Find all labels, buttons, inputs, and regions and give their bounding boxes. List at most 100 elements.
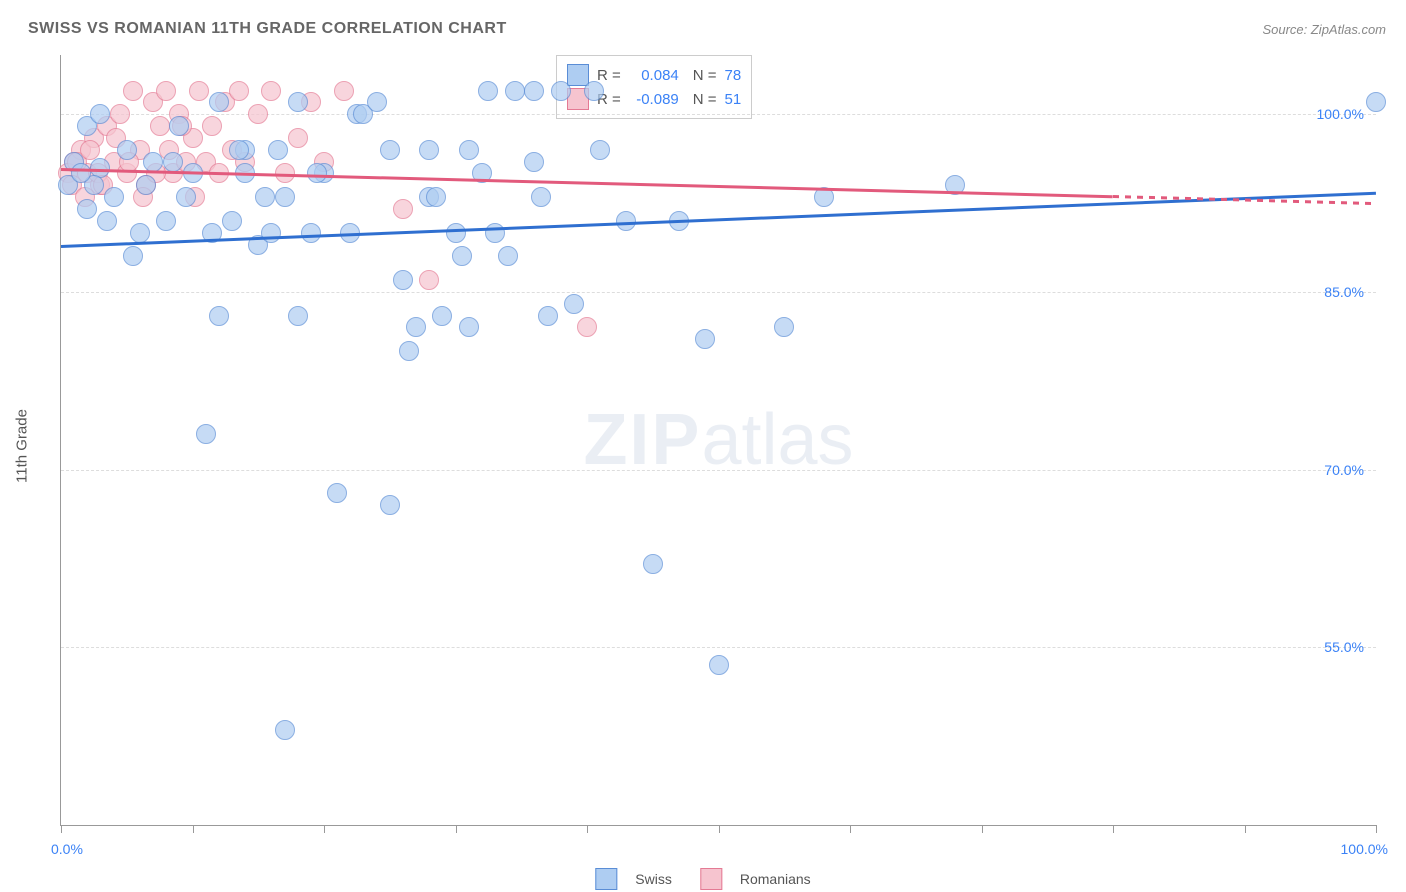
chart-plot-area: ZIPatlas R = 0.084 N = 78 R = -0.089 N =… [60, 55, 1376, 826]
point-swiss [478, 81, 498, 101]
point-romanian [577, 317, 597, 337]
point-swiss [432, 306, 452, 326]
point-swiss [77, 199, 97, 219]
point-swiss [143, 152, 163, 172]
x-tick [1245, 825, 1246, 833]
point-swiss [176, 187, 196, 207]
point-swiss [136, 175, 156, 195]
point-swiss [426, 187, 446, 207]
point-swiss [288, 306, 308, 326]
point-swiss [380, 140, 400, 160]
x-label-min: 0.0% [51, 841, 83, 857]
point-swiss [709, 655, 729, 675]
watermark-bold: ZIP [583, 400, 701, 480]
point-swiss [275, 187, 295, 207]
point-swiss [255, 187, 275, 207]
point-swiss [367, 92, 387, 112]
point-romanian [202, 116, 222, 136]
bottom-legend: Swiss Romanians [595, 868, 810, 890]
n-label: N = [693, 91, 717, 108]
point-swiss [406, 317, 426, 337]
point-swiss [301, 223, 321, 243]
point-swiss [538, 306, 558, 326]
point-romanian [189, 81, 209, 101]
point-swiss [169, 116, 189, 136]
x-tick [850, 825, 851, 833]
point-swiss [399, 341, 419, 361]
point-swiss [419, 140, 439, 160]
point-swiss [130, 223, 150, 243]
point-romanian [156, 81, 176, 101]
point-romanian [150, 116, 170, 136]
point-swiss [163, 152, 183, 172]
point-swiss [222, 211, 242, 231]
x-tick [324, 825, 325, 833]
r-label: R = [597, 67, 621, 84]
point-swiss [229, 140, 249, 160]
point-swiss [695, 329, 715, 349]
point-swiss [1366, 92, 1386, 112]
x-label-max: 100.0% [1341, 841, 1388, 857]
point-swiss [459, 317, 479, 337]
point-swiss [307, 163, 327, 183]
chart-title: SWISS VS ROMANIAN 11TH GRADE CORRELATION… [28, 20, 507, 38]
source-label: Source: ZipAtlas.com [1262, 22, 1386, 37]
point-swiss [196, 424, 216, 444]
point-swiss [446, 223, 466, 243]
y-tick-label: 100.0% [1317, 106, 1364, 122]
point-swiss [774, 317, 794, 337]
x-tick [193, 825, 194, 833]
n-value-swiss: 78 [725, 67, 742, 84]
point-swiss [590, 140, 610, 160]
r-value-swiss: 0.084 [629, 67, 679, 84]
point-swiss [268, 140, 288, 160]
legend-label-swiss: Swiss [635, 871, 672, 887]
point-swiss [551, 81, 571, 101]
point-swiss [261, 223, 281, 243]
x-tick [719, 825, 720, 833]
x-tick [982, 825, 983, 833]
r-value-romanian: -0.089 [629, 91, 679, 108]
x-tick [1376, 825, 1377, 833]
point-swiss [156, 211, 176, 231]
point-romanian [334, 81, 354, 101]
y-tick-label: 70.0% [1324, 462, 1364, 478]
point-swiss [531, 187, 551, 207]
point-swiss [452, 246, 472, 266]
point-swiss [123, 246, 143, 266]
point-romanian [419, 270, 439, 290]
point-swiss [524, 81, 544, 101]
point-swiss [97, 211, 117, 231]
grid-line [61, 647, 1376, 648]
point-swiss [209, 306, 229, 326]
grid-line [61, 470, 1376, 471]
point-swiss [117, 140, 137, 160]
legend-label-romanian: Romanians [740, 871, 811, 887]
point-swiss [104, 187, 124, 207]
point-swiss [90, 104, 110, 124]
x-tick [456, 825, 457, 833]
point-swiss [380, 495, 400, 515]
point-romanian [110, 104, 130, 124]
y-tick-label: 55.0% [1324, 639, 1364, 655]
legend-swatch-romanian [700, 868, 722, 890]
point-romanian [123, 81, 143, 101]
x-tick [1113, 825, 1114, 833]
point-swiss [584, 81, 604, 101]
point-swiss [564, 294, 584, 314]
y-axis-title: 11th Grade [14, 409, 31, 483]
watermark-light: atlas [701, 400, 853, 480]
point-swiss [275, 720, 295, 740]
point-swiss [524, 152, 544, 172]
n-label: N = [693, 67, 717, 84]
point-romanian [229, 81, 249, 101]
point-swiss [459, 140, 479, 160]
point-romanian [248, 104, 268, 124]
point-romanian [288, 128, 308, 148]
point-swiss [505, 81, 525, 101]
y-tick-label: 85.0% [1324, 284, 1364, 300]
point-romanian [261, 81, 281, 101]
point-swiss [643, 554, 663, 574]
point-swiss [71, 163, 91, 183]
point-romanian [393, 199, 413, 219]
